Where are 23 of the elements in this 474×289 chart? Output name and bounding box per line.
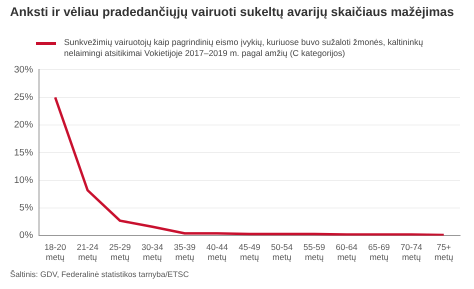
x-tick-label: 60-64 metų: [336, 242, 358, 262]
x-tick-label: 40-44 metų: [206, 242, 228, 262]
x-tick-label: 65-69 metų: [368, 242, 390, 262]
x-tick-label: 30-34 metų: [141, 242, 164, 262]
chart-title: Anksti ir vėliau pradedančiųjų vairuoti sukeltų avarijų skaičiaus mažėjimas: [10, 5, 454, 19]
legend-label: Sunkvežimių vairuotojų kaip pagrindinių eismo įvykių, kuriuose buvo sužaloti žmonės, kaltininkų nelaimingi atsitikimai Vokietijoje 2017–2019 m. pagal amžių (C kategorijos): [64, 37, 424, 59]
y-tick-label: 0%: [19, 230, 34, 242]
y-tick-label: 25%: [14, 92, 34, 103]
x-tick-label: 50-54 metų: [271, 242, 294, 262]
x-tick-label: 18-20 metų: [44, 242, 66, 262]
x-tick-label: 55-59 metų: [303, 242, 326, 262]
x-tick-label: 70-74 metų: [400, 242, 423, 262]
x-tick-label: 45-49 metų: [238, 242, 261, 262]
y-tick-label: 30%: [14, 64, 34, 76]
y-tick-label: 10%: [14, 174, 34, 186]
x-tick-label: 35-39 metų: [174, 242, 196, 262]
y-tick-label: 15%: [14, 147, 34, 158]
x-tick-label: 75+ metų: [434, 242, 454, 262]
text: Šaltinis: GDV, Federalinė statistikos tarnyba/ETSC: [10, 270, 189, 279]
y-tick-label: 20%: [14, 120, 34, 131]
y-tick-label: 5%: [19, 202, 34, 214]
x-tick-label: 21-24 metų: [76, 242, 99, 262]
x-tick-label: 25-29 metų: [109, 242, 132, 262]
